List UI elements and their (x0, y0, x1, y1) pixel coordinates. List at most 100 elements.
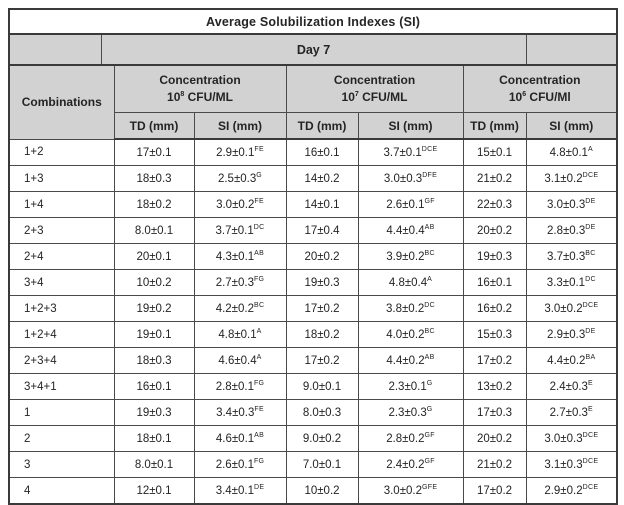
td-value-cell: 17±0.2 (285, 347, 359, 374)
si-superscript: DCE (582, 483, 599, 491)
si-superscript: DCE (582, 431, 599, 439)
td-value-cell: 17±0.2 (462, 477, 527, 505)
si-superscript: FG (253, 275, 265, 283)
si-value-cell: 4.2±0.2BC (193, 295, 287, 322)
table-row: 1+3 18±0.3 2.5±0.3G 14±0.2 3.0±0.3DFE 21±0.2 3… (8, 165, 618, 192)
td-value-cell: 20±0.2 (285, 243, 359, 270)
si-value-cell: 2.8±0.3DE (525, 217, 618, 244)
td-value-cell: 8.0±0.1 (113, 451, 195, 478)
si-superscript: DE (585, 327, 596, 335)
si-value-cell: 4.4±0.2BA (525, 347, 618, 374)
td-value-cell: 22±0.3 (462, 191, 527, 218)
td-value-cell: 7.0±0.1 (285, 451, 359, 478)
combination-cell: 2+3 (8, 217, 115, 244)
si-value-cell: 3.1±0.3DCE (525, 451, 618, 478)
td-value-cell: 12±0.1 (113, 477, 195, 505)
si-superscript: DCE (421, 145, 438, 153)
si-value-cell: 3.0±0.2GFE (357, 477, 464, 505)
si-value-cell: 4.4±0.2AB (357, 347, 464, 374)
table-title: Average Solubilization Indexes (SI) (8, 8, 618, 35)
si-value-cell: 2.8±0.2GF (357, 425, 464, 452)
si-value-cell: 4.3±0.1AB (193, 243, 287, 270)
td-value-cell: 8.0±0.3 (285, 399, 359, 426)
concentration-header-2: Concentration 107 CFU/ML (285, 64, 464, 113)
td-value-cell: 10±0.2 (285, 477, 359, 505)
td-value-cell: 14±0.2 (285, 165, 359, 192)
td-value-cell: 19±0.3 (285, 269, 359, 296)
concentration-value: 106 CFU/Ml (508, 90, 571, 104)
si-superscript: DFE (422, 171, 438, 179)
si-value-cell: 3.1±0.2DCE (525, 165, 618, 192)
si-superscript: BC (585, 249, 596, 257)
td-value-cell: 18±0.1 (113, 425, 195, 452)
td-value-cell: 15±0.3 (462, 321, 527, 348)
table-row: 4 12±0.1 3.4±0.1DE 10±0.2 3.0±0.2GFE 17±0.2 2.… (8, 477, 618, 505)
si-value-cell: 2.5±0.3G (193, 165, 287, 192)
si-superscript: G (256, 171, 263, 179)
si-superscript: G (426, 405, 433, 413)
table-body: 1+2 17±0.1 2.9±0.1FE 16±0.1 3.7±0.1DCE 15±0.1… (8, 138, 618, 505)
concentration-header-row: Combinations Concentration 108 CFU/ML Con… (8, 64, 618, 140)
concentration-label: Concentration (333, 72, 416, 87)
combination-cell: 1+3 (8, 165, 115, 192)
table-row: 2+3 8.0±0.1 3.7±0.1DC 17±0.4 4.4±0.4AB 20±0.2… (8, 217, 618, 244)
si-value-cell: 3.7±0.1DC (193, 217, 287, 244)
si-superscript: AB (424, 223, 435, 231)
td-value-cell: 20±0.1 (113, 243, 195, 270)
td-value-cell: 15±0.1 (462, 138, 527, 166)
si-superscript: DC (253, 223, 265, 231)
si-superscript: A (587, 145, 593, 153)
td-value-cell: 18±0.3 (113, 347, 195, 374)
si-value-cell: 3.7±0.3BC (525, 243, 618, 270)
td-header-1: TD (mm) (113, 112, 195, 140)
td-value-cell: 17±0.2 (285, 295, 359, 322)
si-superscript: FG (253, 379, 265, 387)
td-value-cell: 17±0.2 (462, 347, 527, 374)
si-value-cell: 2.3±0.1G (357, 373, 464, 400)
si-superscript: A (427, 275, 433, 283)
si-value-cell: 2.9±0.1FE (193, 138, 287, 166)
si-value-cell: 3.0±0.3DCE (525, 425, 618, 452)
td-value-cell: 18±0.3 (113, 165, 195, 192)
concentration-header-3: Concentration 106 CFU/Ml (462, 64, 618, 113)
solubilization-table: Average Solubilization Indexes (SI) Day … (8, 8, 619, 505)
td-value-cell: 17±0.1 (113, 138, 195, 166)
si-superscript: DCE (582, 171, 599, 179)
si-value-cell: 4.6±0.4A (193, 347, 287, 374)
si-superscript: DCE (582, 457, 599, 465)
si-superscript: FG (253, 457, 265, 465)
si-superscript: BC (253, 301, 265, 309)
si-value-cell: 3.4±0.1DE (193, 477, 287, 505)
td-header-2: TD (mm) (285, 112, 359, 140)
combination-cell: 2+4 (8, 243, 115, 270)
si-superscript: DE (585, 223, 596, 231)
td-value-cell: 19±0.3 (462, 243, 527, 270)
td-value-cell: 16±0.1 (285, 138, 359, 166)
si-value-cell: 2.8±0.1FG (193, 373, 287, 400)
td-value-cell: 8.0±0.1 (113, 217, 195, 244)
si-superscript: DE (253, 483, 265, 491)
si-value-cell: 3.0±0.3DE (525, 191, 618, 218)
si-superscript: E (587, 379, 593, 387)
td-value-cell: 9.0±0.2 (285, 425, 359, 452)
si-value-cell: 2.4±0.3E (525, 373, 618, 400)
td-si-header-row: TD (mm) SI (mm) TD (mm) SI (mm) TD (mm) … (9, 112, 618, 140)
si-superscript: BC (424, 327, 435, 335)
si-header-3: SI (mm) (525, 112, 618, 140)
td-value-cell: 13±0.2 (462, 373, 527, 400)
si-value-cell: 3.7±0.1DCE (357, 138, 464, 166)
table-row: 3+4 10±0.2 2.7±0.3FG 19±0.3 4.8±0.4A 16±0.1 3.… (8, 269, 618, 296)
td-value-cell: 16±0.1 (113, 373, 195, 400)
combination-cell: 2 (8, 425, 115, 452)
combination-cell: 1+4 (8, 191, 115, 218)
table-row: 1+2 17±0.1 2.9±0.1FE 16±0.1 3.7±0.1DCE 15±0.1… (8, 138, 618, 166)
table-row: 1+4 18±0.2 3.0±0.2FE 14±0.1 2.6±0.1GF 22±0.3 3… (8, 191, 618, 218)
si-value-cell: 2.7±0.3E (525, 399, 618, 426)
td-value-cell: 14±0.1 (285, 191, 359, 218)
si-superscript: AB (254, 249, 265, 257)
si-superscript: GF (424, 457, 435, 465)
day-row-right-spacer (525, 33, 618, 66)
si-superscript: GF (424, 197, 435, 205)
si-value-cell: 3.8±0.2DC (357, 295, 464, 322)
combinations-header: Combinations (8, 64, 115, 140)
